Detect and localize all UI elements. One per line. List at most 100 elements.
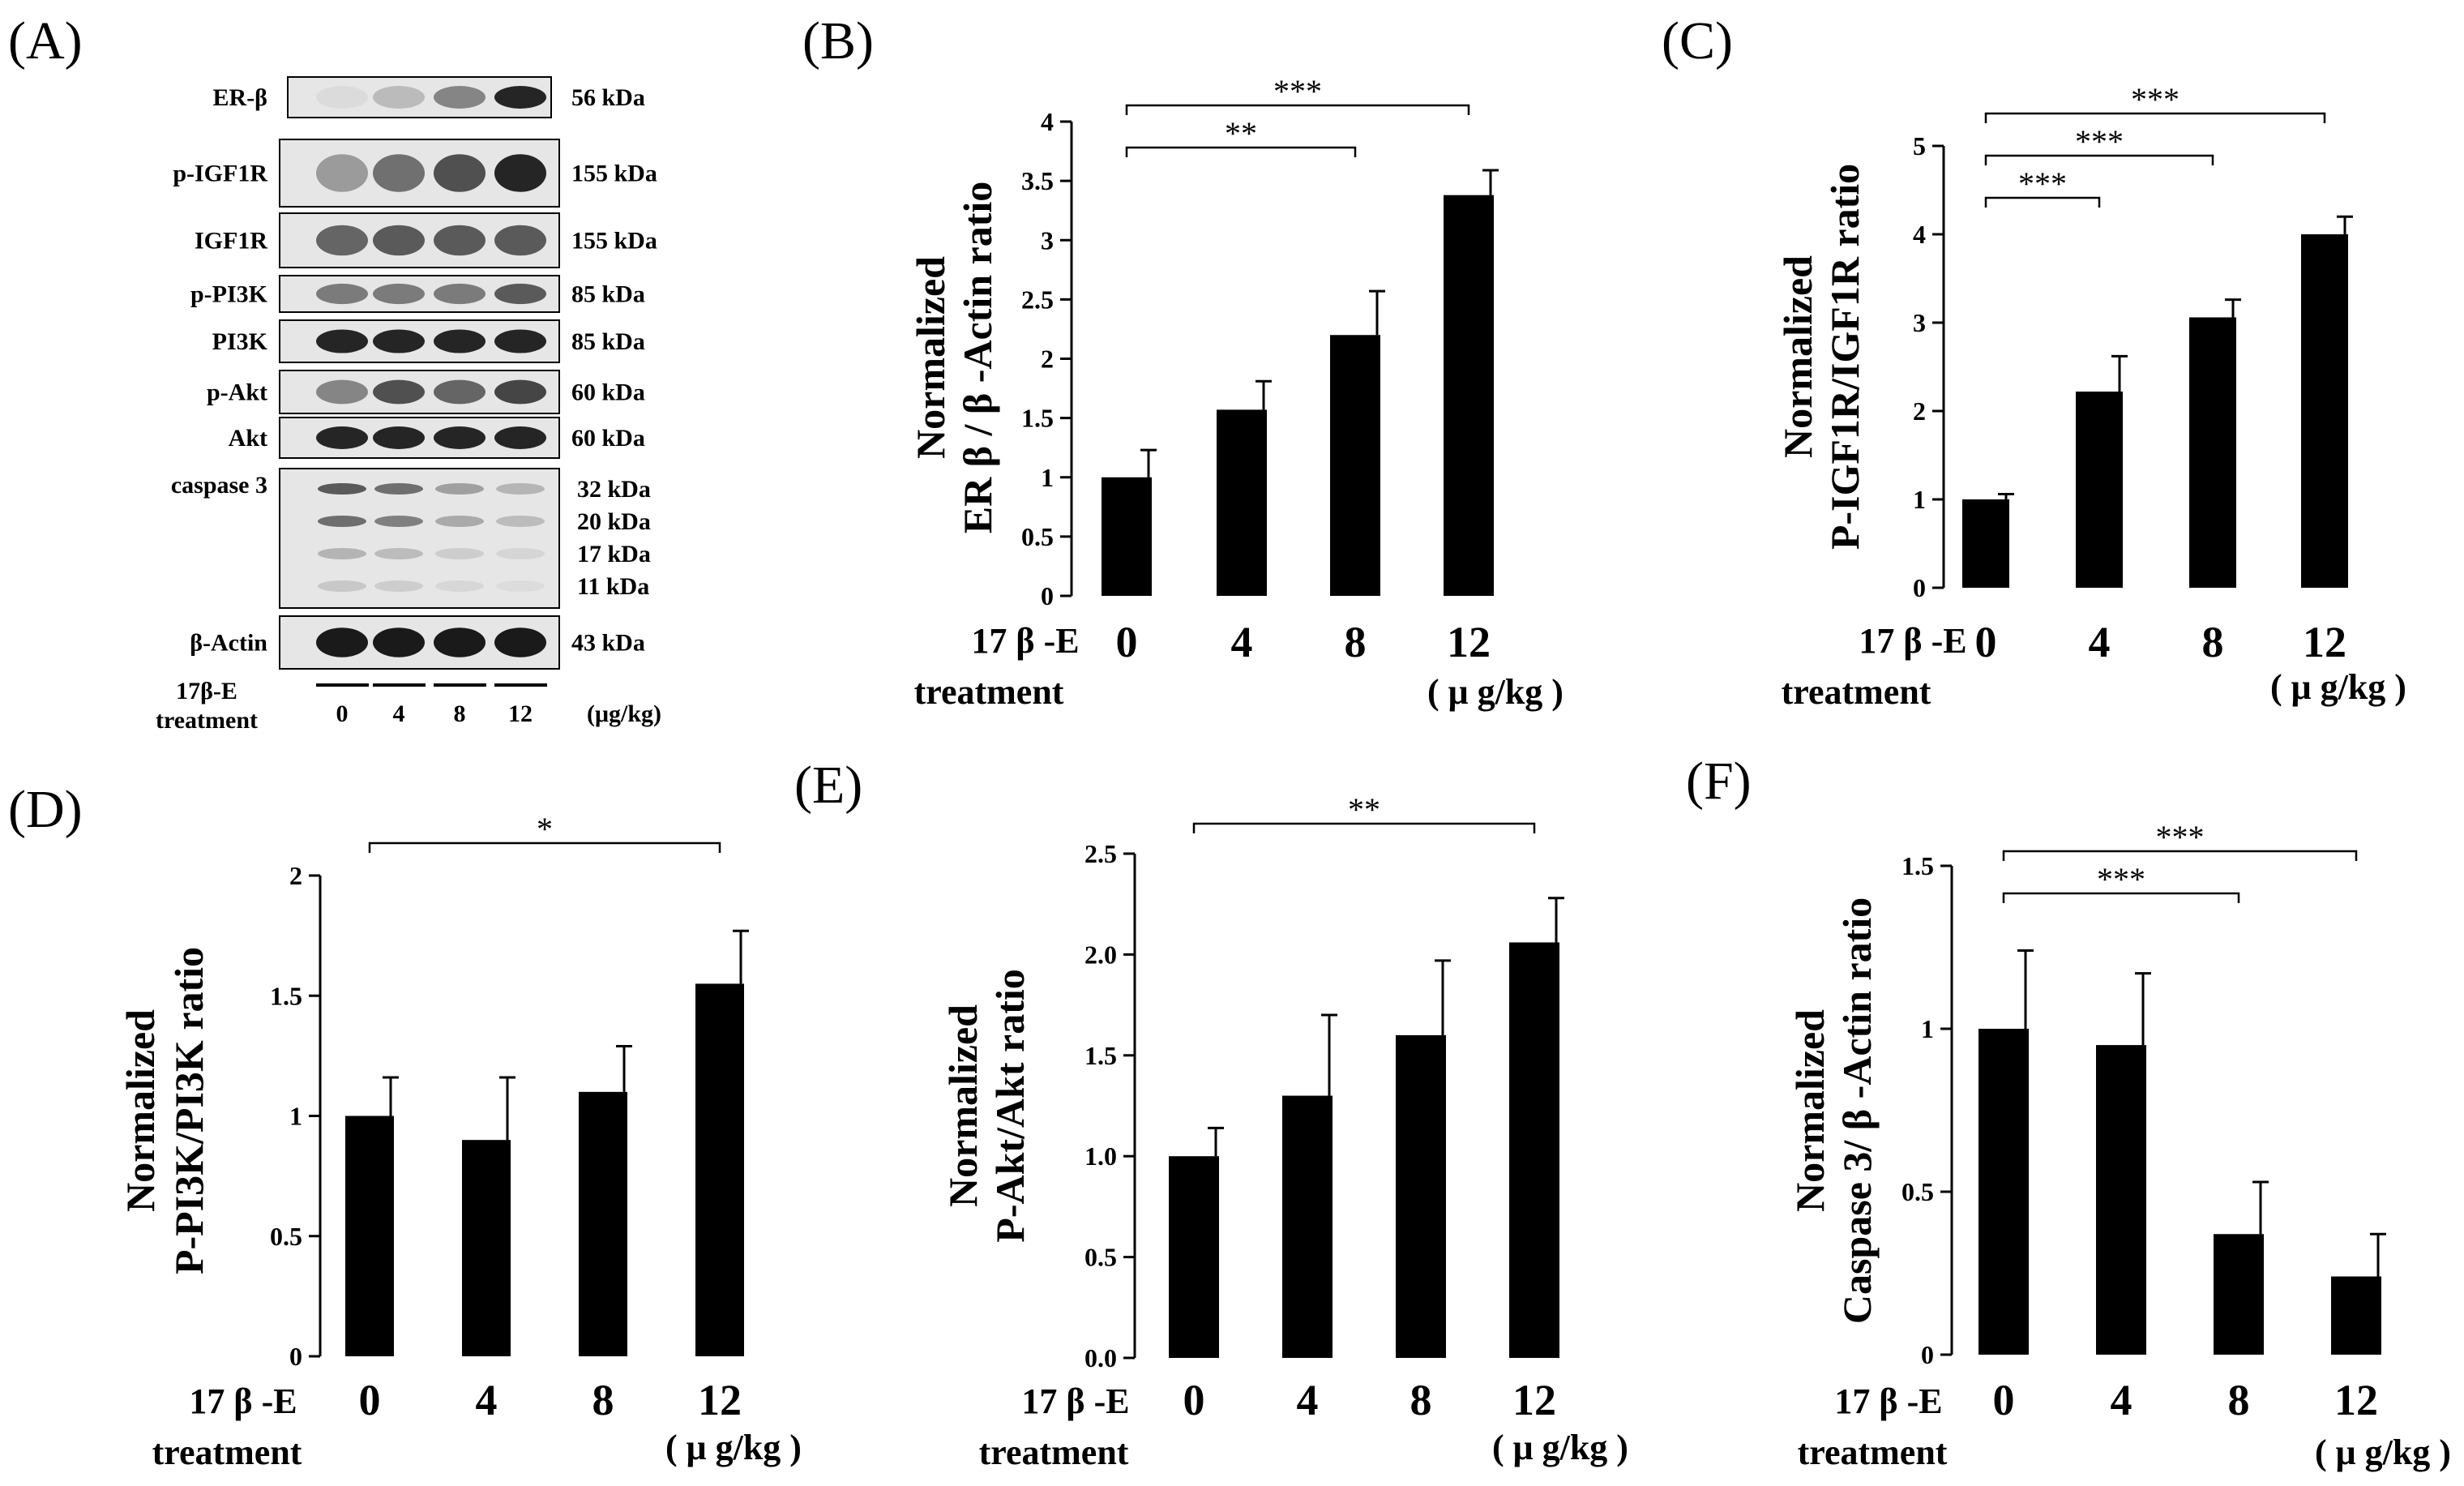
blot-kda-label: 43 kDa [571, 630, 645, 657]
blot-band [316, 627, 368, 657]
blot-band [496, 548, 545, 559]
significance-bracket [1984, 112, 2326, 123]
significance-stars: *** [2018, 165, 2067, 202]
panel-letter-f: (F) [1686, 752, 1752, 811]
y-tick-label: 4 [1041, 107, 1054, 136]
x-tick-label: 8 [1345, 618, 1367, 666]
blot-band [316, 283, 368, 305]
y-axis-title: NormalizedP-IGF1R/IGF1R ratio [1775, 164, 1867, 550]
lane-dose-label: 0 [336, 700, 349, 727]
blot-band [316, 329, 368, 353]
blot-protein-label: IGF1R [195, 228, 267, 255]
y-axis-title-line: ER β / β -Actin ratio [955, 182, 1000, 534]
y-tick-label: 0.5 [1084, 1243, 1117, 1272]
y-tick-label: 5 [1913, 131, 1926, 161]
blot-treatment-label: treatment [156, 707, 258, 734]
y-tick-label: 1 [289, 1102, 302, 1131]
blot-treatment-label: 17β-E [176, 678, 237, 704]
bar [1217, 409, 1267, 596]
x-axis-title-2: treatment [979, 1432, 1129, 1472]
x-tick-label: 8 [2202, 618, 2224, 666]
blot-band [494, 627, 546, 657]
blot-band [435, 516, 484, 527]
x-axis-title: 17 β -E [1834, 1381, 1942, 1421]
bar [1282, 1095, 1333, 1358]
panel-letter-b: (B) [802, 11, 874, 71]
blot-kda-label: 17 kDa [577, 541, 651, 567]
blot-band [494, 379, 546, 405]
lane-dose-label: 8 [454, 700, 466, 727]
panel-letter-a: (A) [8, 11, 83, 71]
blot-kda-label: 155 kDa [571, 161, 657, 187]
y-axis-title-line: P-Akt/Akt ratio [987, 969, 1033, 1242]
y-axis-title-line: P-IGF1R/IGF1R ratio [1822, 164, 1867, 550]
blot-band [373, 225, 425, 256]
blot-band [434, 86, 486, 109]
x-tick-label: 4 [1231, 618, 1253, 666]
blot-kda-label: 32 kDa [577, 476, 651, 503]
y-axis-title-line: P-PI3K/PI3K ratio [166, 947, 212, 1274]
blot-band [318, 483, 366, 495]
significance-bracket [368, 841, 721, 853]
blot-band [316, 225, 368, 256]
blot-band [316, 154, 368, 192]
y-tick-label: 3 [1041, 225, 1054, 255]
bar [1509, 942, 1559, 1358]
y-axis-title-line: Caspase 3/ β -Actin ratio [1834, 897, 1880, 1324]
x-tick-label: 4 [2089, 618, 2111, 666]
significance-stars: *** [1273, 73, 1322, 109]
blot-kda-label: 155 kDa [571, 228, 657, 255]
x-tick-label: 12 [2334, 1376, 2378, 1424]
blot-kda-label: 20 kDa [577, 508, 651, 535]
blot-band [496, 516, 545, 527]
blot-band [434, 627, 486, 657]
x-tick-label: 4 [476, 1376, 498, 1424]
blot-band [434, 225, 486, 256]
blot-band [496, 580, 545, 592]
significance-bracket [1192, 822, 1536, 833]
blot-band [435, 548, 484, 559]
blot-unit-label: (μg/kg) [587, 700, 661, 727]
y-axis-title: NormalizedP-Akt/Akt ratio [940, 969, 1033, 1242]
y-tick-label: 0.5 [1021, 522, 1054, 551]
blot-band [435, 580, 484, 592]
blot-kda-label: 85 kDa [571, 328, 645, 355]
blot-band [374, 516, 423, 527]
x-tick-label: 12 [1512, 1376, 1556, 1424]
bar [2331, 1276, 2381, 1355]
blot-band [496, 483, 545, 495]
y-axis-title-line: Normalized [940, 1004, 986, 1207]
y-tick-label: 0.5 [1901, 1177, 1934, 1206]
blot-band [316, 426, 368, 449]
y-tick-label: 1.5 [270, 981, 302, 1010]
bar [1962, 499, 2009, 588]
x-tick-label: 4 [2111, 1376, 2132, 1424]
blot-band [434, 379, 486, 405]
bar [1330, 335, 1380, 596]
blot-band [435, 483, 484, 495]
chart-p-akt: 0.0 0.5 1.0 1.5 2.0 2.5 0 4 8 12 17 β -E treatment (… [940, 791, 1628, 1472]
x-tick-label: 0 [1975, 618, 1997, 666]
blot-band [373, 283, 425, 305]
blot-kda-label: 56 kDa [571, 84, 645, 111]
blot-kda-label: 60 kDa [571, 379, 645, 406]
bar [1444, 195, 1494, 597]
y-tick-label: 1 [1921, 1014, 1934, 1043]
significance-stars: * [537, 811, 553, 847]
y-tick-label: 0 [289, 1342, 302, 1371]
significance-stars: *** [2097, 861, 2145, 897]
y-tick-label: 0.0 [1084, 1343, 1117, 1373]
y-tick-label: 1.5 [1021, 404, 1054, 433]
x-tick-label: 8 [1410, 1376, 1432, 1424]
blot-band [494, 426, 546, 449]
lane-dose-label: 12 [508, 700, 533, 727]
bar [2214, 1234, 2264, 1355]
blot-protein-label: p-Akt [207, 379, 267, 406]
bar [2189, 317, 2236, 588]
x-tick-label: 4 [1297, 1376, 1319, 1424]
blot-band [374, 483, 423, 495]
bar [2096, 1045, 2146, 1355]
significance-stars: ** [1348, 791, 1380, 828]
y-axis-title: NormalizedP-PI3K/PI3K ratio [118, 947, 212, 1274]
